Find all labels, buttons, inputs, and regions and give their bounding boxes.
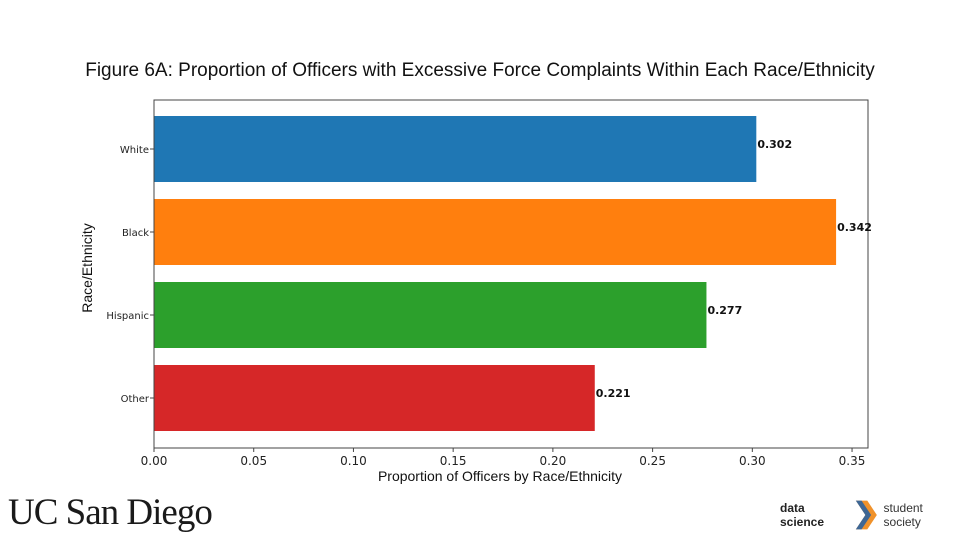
- x-tick-label: 0.15: [440, 454, 467, 468]
- x-tick-label: 0.30: [739, 454, 766, 468]
- y-category-label-black: Black: [122, 228, 149, 239]
- x-tick-label: 0.10: [340, 454, 367, 468]
- x-tick-label: 0.05: [240, 454, 267, 468]
- data-label-black: 0.342: [837, 221, 872, 234]
- bars-layer: [154, 116, 837, 431]
- y-category-label-white: White: [120, 145, 149, 156]
- data-label-white: 0.302: [757, 138, 792, 151]
- chart-title: Figure 6A: Proportion of Officers with E…: [85, 60, 875, 81]
- ucsd-logo: UC San Diego: [8, 492, 213, 533]
- x-tick-label: 0.20: [540, 454, 567, 468]
- plot-frame: [153, 99, 869, 449]
- data-label-hispanic: 0.277: [707, 304, 742, 317]
- x-axis-label: Proportion of Officers by Race/Ethnicity: [378, 468, 622, 484]
- y-axis-label: Race/Ethnicity: [79, 223, 95, 312]
- y-category-label-other: Other: [121, 394, 150, 405]
- chevron-right-icon: [855, 500, 877, 530]
- data-label-other: 0.221: [596, 387, 631, 400]
- y-category-label-hispanic: Hispanic: [106, 311, 149, 322]
- bar-hispanic: [154, 282, 707, 348]
- ds3-logo: data science student society: [780, 498, 960, 532]
- ds3-logo-right-text: student society: [883, 501, 923, 529]
- x-tick-label: 0.25: [639, 454, 666, 468]
- bar-other: [154, 365, 595, 431]
- y-category-labels: White Black Hispanic Other: [106, 145, 154, 405]
- x-ticks: 0.00 0.05 0.10 0.15 0.20 0.25 0.30 0.35: [141, 448, 866, 468]
- bar-white: [154, 116, 757, 182]
- ds3-logo-left-text: data science: [780, 501, 825, 529]
- x-tick-label: 0.00: [141, 454, 168, 468]
- data-labels: 0.302 0.342 0.277 0.221: [596, 138, 872, 400]
- bar-black: [154, 199, 837, 265]
- x-tick-label: 0.35: [839, 454, 866, 468]
